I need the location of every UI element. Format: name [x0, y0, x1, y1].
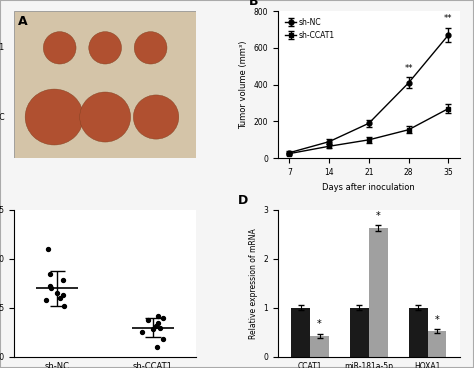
Ellipse shape — [80, 92, 131, 142]
Point — [59, 277, 67, 283]
Point — [56, 295, 64, 301]
Ellipse shape — [89, 32, 121, 64]
Point — [159, 315, 166, 321]
Point — [47, 285, 55, 291]
Point — [43, 297, 50, 303]
Point — [156, 325, 164, 330]
Bar — [428, 332, 447, 357]
Bar — [369, 229, 388, 357]
Text: **: ** — [404, 64, 413, 73]
Ellipse shape — [133, 95, 179, 139]
Y-axis label: Tumor volume (mm³): Tumor volume (mm³) — [239, 40, 248, 129]
Point — [44, 246, 52, 252]
Bar — [350, 308, 369, 357]
Text: sh-CCAT1: sh-CCAT1 — [0, 43, 5, 52]
Ellipse shape — [134, 32, 167, 64]
Text: *: * — [435, 315, 439, 325]
Bar — [292, 308, 310, 357]
Point — [46, 283, 54, 289]
Text: A: A — [18, 15, 27, 28]
Bar — [310, 336, 329, 357]
Text: D: D — [238, 194, 248, 207]
Bar — [409, 308, 428, 357]
Point — [149, 326, 157, 332]
Point — [152, 323, 159, 329]
Point — [46, 270, 54, 276]
Point — [145, 317, 152, 323]
Ellipse shape — [25, 89, 83, 145]
Text: sh-NC: sh-NC — [0, 113, 5, 121]
Point — [138, 329, 146, 335]
Text: B: B — [249, 0, 258, 8]
Text: **: ** — [444, 14, 453, 23]
Text: *: * — [317, 319, 322, 329]
Point — [60, 303, 67, 309]
Point — [59, 292, 67, 298]
Point — [54, 290, 61, 296]
X-axis label: Days after inoculation: Days after inoculation — [322, 183, 415, 191]
Text: *: * — [376, 210, 381, 220]
Y-axis label: Relative expression of mRNA: Relative expression of mRNA — [249, 228, 258, 339]
Point — [160, 336, 167, 342]
FancyBboxPatch shape — [14, 11, 196, 158]
Point — [154, 344, 161, 350]
Point — [154, 313, 162, 319]
Legend: sh-NC, sh-CCAT1: sh-NC, sh-CCAT1 — [282, 15, 337, 43]
Ellipse shape — [43, 32, 76, 64]
Point — [155, 320, 162, 326]
